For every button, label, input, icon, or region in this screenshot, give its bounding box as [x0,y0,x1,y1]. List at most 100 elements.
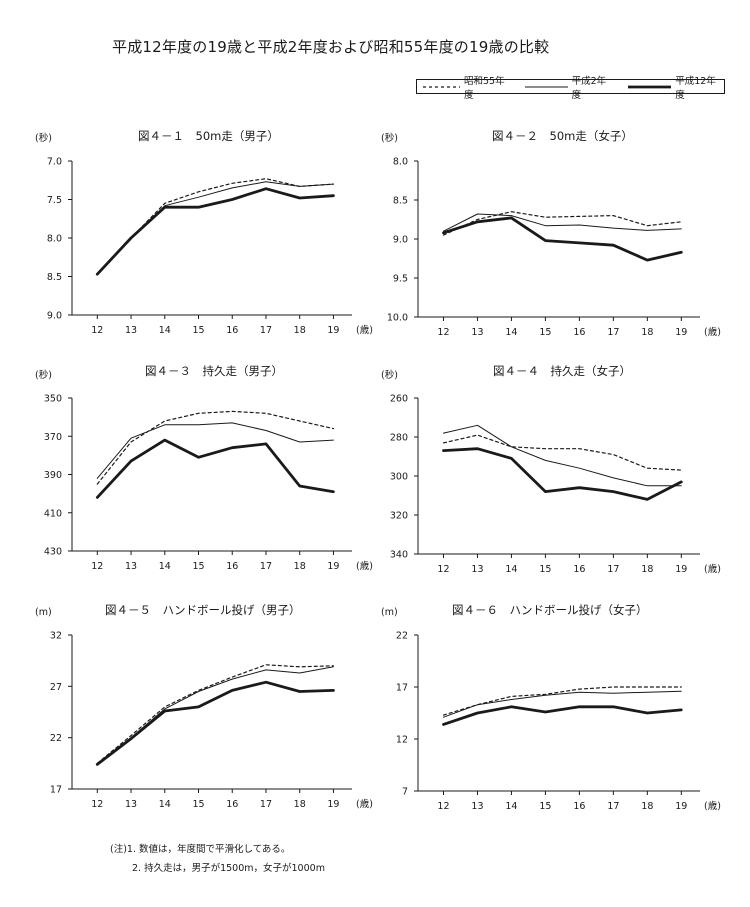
x-tick-label: 12 [437,327,449,338]
x-unit-label: (歳) [356,798,373,810]
x-tick-label: 15 [192,799,204,810]
legend-item-h2: 平成2年度 [524,73,615,101]
x-tick-label: 15 [539,801,551,812]
notes: (注)1. 数値は，年度間で平滑化してある。 2. 持久走は，男子が1500m，… [110,840,325,878]
y-tick-label: 22 [396,631,408,642]
legend-label-h12: 平成12年度 [675,75,716,101]
x-tick-label: 13 [125,799,137,810]
x-tick-label: 19 [675,564,687,575]
y-tick-label: 8.5 [47,272,62,283]
x-tick-label: 17 [260,325,272,336]
x-tick-label: 13 [471,564,483,575]
y-tick-label: 8.5 [393,196,408,207]
x-tick-label: 16 [226,799,238,810]
x-tick-label: 16 [226,325,238,336]
series-line-h2 [443,690,682,718]
legend-item-s55: 昭和55年度 [423,73,513,101]
page-title: 平成12年度の19歳と平成2年度および昭和55年度の19歳の比較 [112,38,550,56]
x-tick-label: 13 [471,801,483,812]
x-tick-label: 14 [505,327,517,338]
x-tick-label: 16 [226,561,238,572]
series-line-s55 [96,664,334,764]
series-line-h2 [96,181,334,275]
x-tick-label: 14 [159,561,171,572]
y-tick-label: 8.0 [393,157,408,168]
x-tick-label: 12 [437,801,449,812]
x-tick-label: 13 [125,561,137,572]
x-tick-label: 16 [573,801,585,812]
y-tick-label: 350 [44,394,62,405]
x-tick-label: 18 [294,561,306,572]
legend-item-h12: 平成12年度 [628,73,724,101]
y-tick-label: 17 [396,683,408,694]
y-tick-label: 430 [44,547,62,558]
x-unit-label: (歳) [356,560,373,572]
x-tick-label: 18 [641,564,653,575]
y-tick-label: 10.0 [387,313,408,324]
x-tick-label: 14 [505,801,517,812]
series-line-h2 [443,424,682,487]
x-tick-label: 19 [327,325,339,336]
chart-title-1: 図４－１ 50m走（男子） [138,129,279,143]
x-tick-label: 12 [91,325,103,336]
y-unit-label: (秒) [381,132,398,144]
x-tick-label: 15 [192,325,204,336]
x-tick-label: 12 [91,561,103,572]
x-tick-label: 17 [607,564,619,575]
series-line-h12 [95,187,335,276]
chart-title-2: 図４－２ 50m走（女子） [492,129,633,143]
x-tick-label: 16 [573,327,585,338]
thin-line-swatch [524,86,568,87]
series-line-s55 [442,211,682,236]
x-tick-label: 15 [539,327,551,338]
series-line-h2 [96,422,334,479]
x-tick-label: 12 [437,564,449,575]
note-1: (注)1. 数値は，年度間で平滑化してある。 [110,844,291,855]
y-tick-label: 260 [390,394,408,405]
y-tick-label: 9.0 [47,311,62,322]
y-tick-label: 9.5 [393,274,408,285]
y-tick-label: 7.0 [47,157,62,168]
y-tick-label: 9.0 [393,235,408,246]
x-tick-label: 13 [471,327,483,338]
y-tick-label: 370 [44,432,62,443]
series-line-h2 [443,213,682,232]
x-tick-label: 14 [505,564,517,575]
x-tick-label: 18 [294,325,306,336]
x-tick-label: 12 [91,799,103,810]
x-tick-label: 14 [159,799,171,810]
series-line-s55 [442,434,682,471]
x-unit-label: (歳) [704,326,721,338]
x-tick-label: 19 [675,327,687,338]
series-line-h2 [96,666,334,764]
y-unit-label: (秒) [35,132,52,144]
y-tick-label: 410 [44,508,62,519]
y-tick-label: 7.5 [47,195,62,206]
x-tick-label: 16 [573,564,585,575]
y-tick-label: 32 [50,631,62,642]
y-tick-label: 390 [44,470,62,481]
y-tick-label: 320 [390,511,408,522]
x-tick-label: 18 [641,327,653,338]
chart-title-5: 図４－５ ハンドボール投げ（男子） [105,603,301,617]
x-tick-label: 17 [260,799,272,810]
note-2: 2. 持久走は，男子が1500m，女子が1000m [132,863,325,874]
x-tick-label: 17 [260,561,272,572]
legend: 昭和55年度 平成2年度 平成12年度 [416,76,725,101]
y-tick-label: 8.0 [47,234,62,245]
y-unit-label: (m) [381,607,398,618]
series-line-s55 [442,686,682,716]
dotted-line-swatch [423,85,460,88]
thick-line-swatch [628,85,672,88]
y-unit-label: (秒) [35,369,52,381]
x-tick-label: 14 [159,325,171,336]
series-line-h12 [95,438,335,499]
x-unit-label: (歳) [704,800,721,812]
legend-label-h2: 平成2年度 [571,75,607,101]
x-tick-label: 15 [192,561,204,572]
y-tick-label: 17 [50,785,62,796]
y-tick-label: 300 [390,472,408,483]
chart-title-3: 図４－３ 持久走（男子） [145,364,283,378]
series-line-h12 [95,680,335,766]
